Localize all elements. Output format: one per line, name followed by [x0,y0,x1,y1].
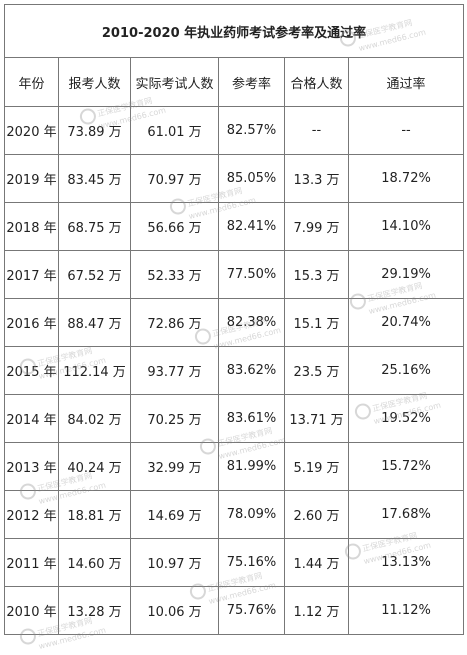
cell-pass-rate: 14.10% [347,202,465,251]
cell-year: 2010 年 [4,586,59,635]
cell-year: 2013 年 [4,442,59,491]
cell-registered: 83.45 万 [58,154,131,203]
header-year: 年份 [4,57,59,107]
header-actual-takers: 实际考试人数 [130,57,219,107]
cell-year: 2015 年 [4,346,59,395]
cell-passed: 5.19 万 [284,442,349,491]
cell-participation-rate: 78.09% [218,490,285,539]
cell-pass-rate: -- [347,106,465,155]
pharmacist-exam-table: 2010-2020 年执业药师考试参考率及通过率 年份 报考人数 实际考试人数 参考率… [3,4,465,635]
table-row: 2019 年 83.45 万 70.97 万 85.05% 13.3 万 18.72% [4,154,465,203]
cell-year: 2014 年 [4,394,59,443]
cell-participation-rate: 83.61% [218,394,285,443]
cell-actual-takers: 61.01 万 [130,106,219,155]
cell-participation-rate: 81.99% [218,442,285,491]
table-title: 2010-2020 年执业药师考试参考率及通过率 [3,4,465,58]
cell-participation-rate: 82.38% [218,298,285,347]
cell-actual-takers: 10.06 万 [130,586,219,635]
cell-actual-takers: 10.97 万 [130,538,219,587]
cell-registered: 88.47 万 [58,298,131,347]
cell-registered: 67.52 万 [58,250,131,299]
cell-registered: 112.14 万 [58,346,131,395]
cell-year: 2019 年 [4,154,59,203]
header-passed: 合格人数 [284,57,349,107]
cell-passed: 15.1 万 [284,298,349,347]
cell-actual-takers: 56.66 万 [130,202,219,251]
cell-pass-rate: 17.68% [347,490,465,539]
cell-registered: 84.02 万 [58,394,131,443]
cell-pass-rate: 20.74% [347,298,465,347]
cell-actual-takers: 93.77 万 [130,346,219,395]
cell-year: 2012 年 [4,490,59,539]
table-row: 2017 年 67.52 万 52.33 万 77.50% 15.3 万 29.19% [4,250,465,299]
cell-pass-rate: 15.72% [347,442,465,491]
cell-passed: -- [284,106,349,155]
header-pass-rate: 通过率 [347,57,465,107]
cell-participation-rate: 82.41% [218,202,285,251]
cell-participation-rate: 85.05% [218,154,285,203]
cell-year: 2016 年 [4,298,59,347]
cell-year: 2020 年 [4,106,59,155]
cell-registered: 40.24 万 [58,442,131,491]
cell-participation-rate: 75.16% [218,538,285,587]
cell-actual-takers: 72.86 万 [130,298,219,347]
table-row: 2020 年 73.89 万 61.01 万 82.57% -- -- [4,106,465,155]
cell-year: 2011 年 [4,538,59,587]
cell-participation-rate: 77.50% [218,250,285,299]
table-row: 2013 年 40.24 万 32.99 万 81.99% 5.19 万 15.72% [4,442,465,491]
cell-passed: 23.5 万 [284,346,349,395]
cell-registered: 14.60 万 [58,538,131,587]
cell-pass-rate: 11.12% [347,586,465,635]
table-row: 2012 年 18.81 万 14.69 万 78.09% 2.60 万 17.68% [4,490,465,539]
cell-pass-rate: 13.13% [347,538,465,587]
cell-participation-rate: 83.62% [218,346,285,395]
cell-registered: 18.81 万 [58,490,131,539]
cell-passed: 7.99 万 [284,202,349,251]
cell-passed: 2.60 万 [284,490,349,539]
cell-registered: 13.28 万 [58,586,131,635]
table-row: 2010 年 13.28 万 10.06 万 75.76% 1.12 万 11.12% [4,586,465,635]
table-row: 2016 年 88.47 万 72.86 万 82.38% 15.1 万 20.74% [4,298,465,347]
cell-year: 2017 年 [4,250,59,299]
cell-actual-takers: 52.33 万 [130,250,219,299]
cell-pass-rate: 18.72% [347,154,465,203]
cell-pass-rate: 29.19% [347,250,465,299]
cell-registered: 68.75 万 [58,202,131,251]
cell-actual-takers: 70.97 万 [130,154,219,203]
table-row: 2018 年 68.75 万 56.66 万 82.41% 7.99 万 14.10% [4,202,465,251]
cell-year: 2018 年 [4,202,59,251]
cell-passed: 13.3 万 [284,154,349,203]
header-registered: 报考人数 [58,57,131,107]
cell-passed: 13.71 万 [284,394,349,443]
cell-actual-takers: 32.99 万 [130,442,219,491]
cell-participation-rate: 82.57% [218,106,285,155]
table-row: 2014 年 84.02 万 70.25 万 83.61% 13.71 万 19.52% [4,394,465,443]
cell-pass-rate: 19.52% [347,394,465,443]
cell-passed: 1.12 万 [284,586,349,635]
cell-actual-takers: 14.69 万 [130,490,219,539]
header-participation-rate: 参考率 [218,57,285,107]
cell-actual-takers: 70.25 万 [130,394,219,443]
table-row: 2015 年 112.14 万 93.77 万 83.62% 23.5 万 25.16% [4,346,465,395]
cell-registered: 73.89 万 [58,106,131,155]
cell-passed: 1.44 万 [284,538,349,587]
cell-pass-rate: 25.16% [347,346,465,395]
cell-participation-rate: 75.76% [218,586,285,635]
table-row: 2011 年 14.60 万 10.97 万 75.16% 1.44 万 13.13% [4,538,465,587]
cell-passed: 15.3 万 [284,250,349,299]
